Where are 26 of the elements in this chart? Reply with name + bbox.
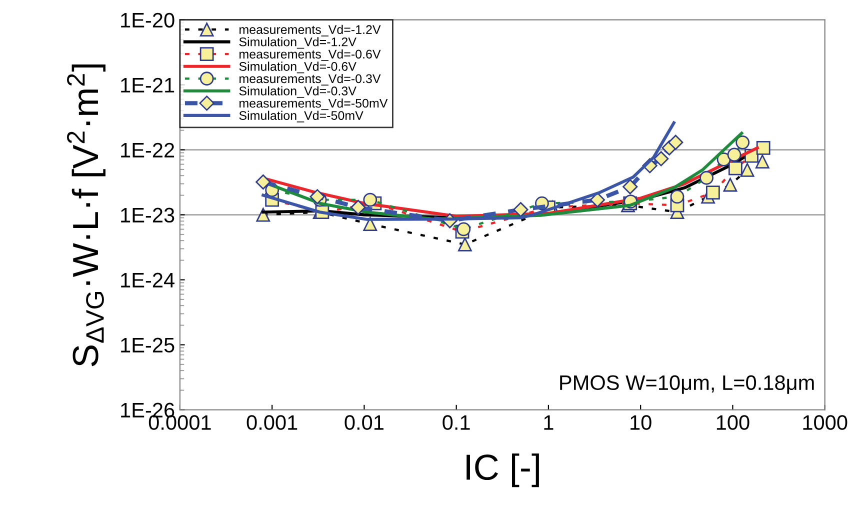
- x-tick-label: 0.01: [344, 415, 384, 430]
- y-tick-label: 1E-23: [121, 208, 174, 223]
- x-tick-label: 0.001: [246, 415, 298, 430]
- y-tick-label: 1E-24: [121, 272, 174, 288]
- y-axis-title: S$_{ΔVG}$·W·L·f [V$^{2}$·m$^{2}$]: [66, 64, 106, 366]
- legend-label: measurements_Vd=-50mV: [240, 98, 388, 110]
- legend-label: Simulation_Vd=-0.6V: [239, 62, 356, 74]
- legend-label: Simulation_Vd=-1.2V: [239, 37, 356, 49]
- annotation: PMOS W=10μm, L=0.18μm: [560, 375, 814, 394]
- y-tick-label: 1E-26: [121, 402, 174, 418]
- legend-label: Simulation_Vd=-0.3V: [239, 86, 356, 98]
- x-tick-label: 0.0001: [148, 415, 211, 430]
- y-tick-label: 1E-21: [121, 78, 174, 92]
- y-tick-label: 1E-25: [121, 338, 174, 353]
- y-tick-label: 1E-20: [121, 12, 174, 28]
- x-tick-label: 1000: [803, 415, 848, 430]
- x-tick-label: 0.1: [442, 415, 470, 430]
- legend-label: measurements_Vd=-0.3V: [240, 74, 381, 86]
- x-tick-label: 1: [544, 415, 554, 430]
- y-tick-label: 1E-22: [121, 142, 174, 158]
- legend-label: measurements_Vd=-0.6V: [240, 49, 381, 61]
- legend-label: measurements_Vd=-1.2V: [240, 24, 381, 36]
- x-axis-title: IC [-]: [466, 453, 539, 488]
- legend-label: Simulation_Vd=-50mV: [239, 110, 364, 122]
- x-tick-label: 10: [630, 415, 652, 430]
- x-tick-label: 100: [716, 415, 750, 430]
